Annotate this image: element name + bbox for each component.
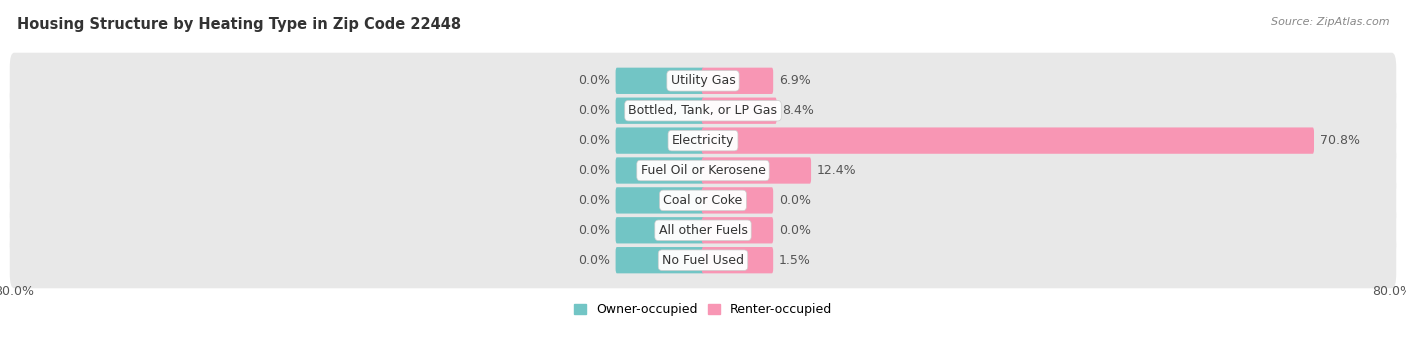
Text: 0.0%: 0.0% [578,104,610,117]
FancyBboxPatch shape [702,68,773,94]
Text: 0.0%: 0.0% [578,224,610,237]
FancyBboxPatch shape [702,247,773,273]
FancyBboxPatch shape [702,157,811,184]
Text: 0.0%: 0.0% [779,194,811,207]
Text: 8.4%: 8.4% [782,104,814,117]
FancyBboxPatch shape [616,68,704,94]
Text: Coal or Coke: Coal or Coke [664,194,742,207]
FancyBboxPatch shape [10,113,1396,169]
Text: 0.0%: 0.0% [779,224,811,237]
FancyBboxPatch shape [616,128,704,154]
Text: 0.0%: 0.0% [578,164,610,177]
FancyBboxPatch shape [10,232,1396,288]
Text: 0.0%: 0.0% [578,134,610,147]
FancyBboxPatch shape [616,247,704,273]
FancyBboxPatch shape [616,217,704,243]
Text: Source: ZipAtlas.com: Source: ZipAtlas.com [1271,17,1389,27]
FancyBboxPatch shape [10,202,1396,258]
FancyBboxPatch shape [702,187,773,213]
FancyBboxPatch shape [10,83,1396,139]
FancyBboxPatch shape [702,128,1315,154]
FancyBboxPatch shape [10,172,1396,228]
FancyBboxPatch shape [616,98,704,124]
Text: Housing Structure by Heating Type in Zip Code 22448: Housing Structure by Heating Type in Zip… [17,17,461,32]
Legend: Owner-occupied, Renter-occupied: Owner-occupied, Renter-occupied [568,298,838,321]
Text: 1.5%: 1.5% [779,254,811,267]
Text: 0.0%: 0.0% [578,194,610,207]
FancyBboxPatch shape [616,187,704,213]
Text: Bottled, Tank, or LP Gas: Bottled, Tank, or LP Gas [628,104,778,117]
Text: 70.8%: 70.8% [1320,134,1360,147]
Text: All other Fuels: All other Fuels [658,224,748,237]
Text: 12.4%: 12.4% [817,164,856,177]
Text: Electricity: Electricity [672,134,734,147]
Text: 6.9%: 6.9% [779,74,810,87]
FancyBboxPatch shape [10,53,1396,109]
Text: 0.0%: 0.0% [578,74,610,87]
FancyBboxPatch shape [616,157,704,184]
FancyBboxPatch shape [702,98,776,124]
Text: No Fuel Used: No Fuel Used [662,254,744,267]
FancyBboxPatch shape [702,217,773,243]
Text: 0.0%: 0.0% [578,254,610,267]
Text: Utility Gas: Utility Gas [671,74,735,87]
FancyBboxPatch shape [10,143,1396,198]
Text: Fuel Oil or Kerosene: Fuel Oil or Kerosene [641,164,765,177]
